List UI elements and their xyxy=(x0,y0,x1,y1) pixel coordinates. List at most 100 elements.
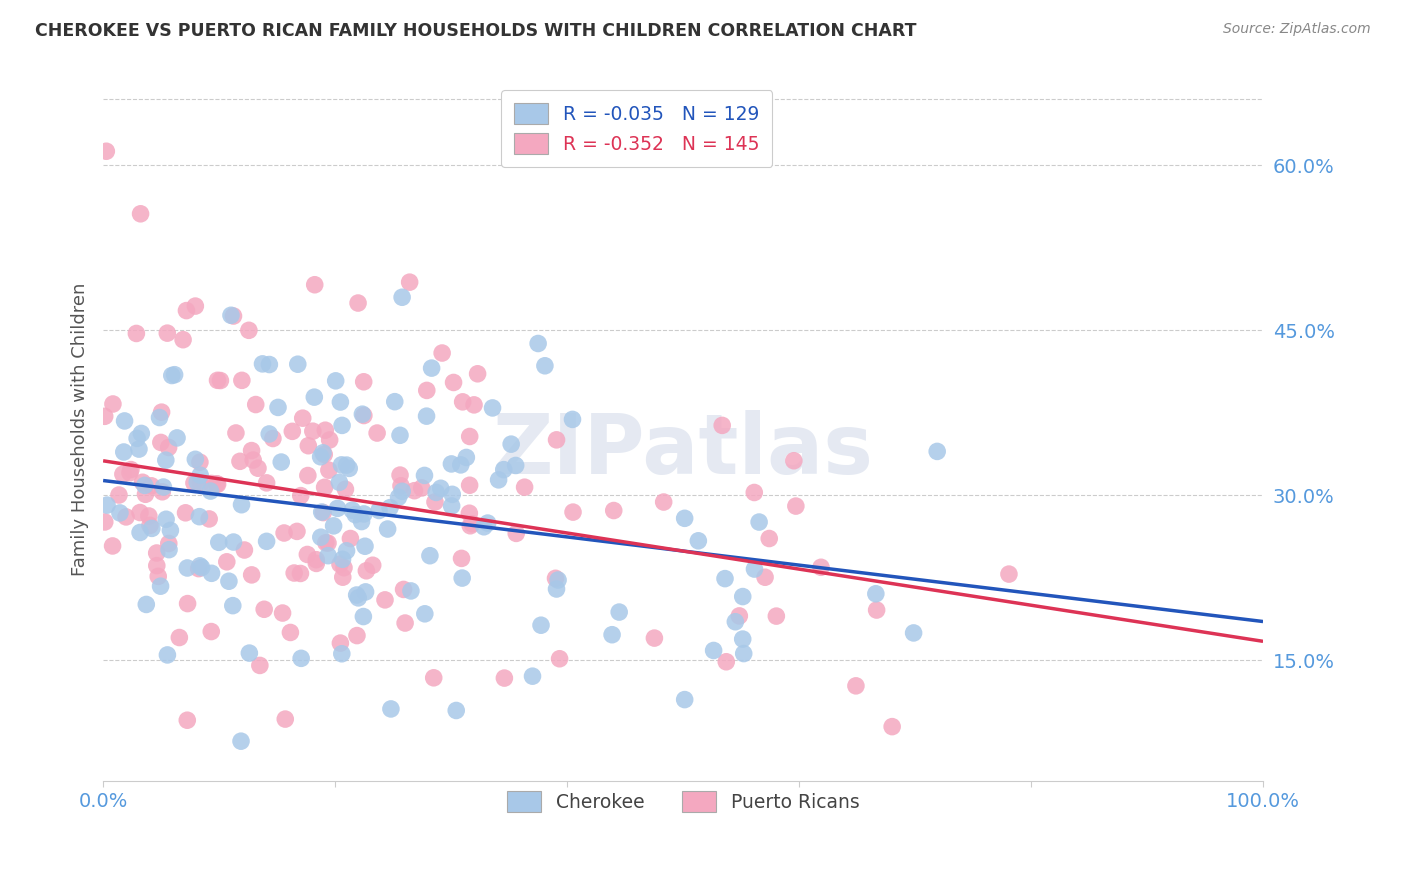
Point xyxy=(271,606,294,620)
Point xyxy=(335,544,357,558)
Point xyxy=(152,480,174,494)
Point xyxy=(262,432,284,446)
Point xyxy=(312,506,335,520)
Point xyxy=(346,588,368,602)
Point xyxy=(141,479,163,493)
Point xyxy=(190,476,212,491)
Point xyxy=(346,629,368,643)
Point xyxy=(274,712,297,726)
Point xyxy=(209,374,232,388)
Point xyxy=(200,476,222,491)
Point xyxy=(440,499,463,513)
Point xyxy=(527,336,550,351)
Point xyxy=(205,476,228,491)
Point xyxy=(256,534,278,549)
Point xyxy=(305,552,328,566)
Point xyxy=(176,303,198,318)
Point xyxy=(229,454,252,468)
Point xyxy=(200,624,222,639)
Point xyxy=(333,560,356,574)
Point xyxy=(384,394,406,409)
Point xyxy=(420,361,443,376)
Point xyxy=(332,570,354,584)
Point xyxy=(157,542,180,557)
Point xyxy=(108,506,131,520)
Point xyxy=(329,636,352,650)
Point xyxy=(314,447,336,461)
Point xyxy=(131,475,153,490)
Point xyxy=(673,692,696,706)
Point xyxy=(218,574,240,589)
Point xyxy=(330,647,353,661)
Point xyxy=(742,485,765,500)
Point xyxy=(429,481,451,495)
Point xyxy=(391,290,413,304)
Point xyxy=(380,702,402,716)
Point xyxy=(703,643,725,657)
Point xyxy=(155,453,177,467)
Point xyxy=(444,704,467,718)
Point xyxy=(603,503,626,517)
Point xyxy=(101,397,124,411)
Point xyxy=(155,512,177,526)
Point xyxy=(112,445,135,459)
Point xyxy=(172,333,194,347)
Point xyxy=(190,560,212,574)
Point xyxy=(337,461,360,475)
Point xyxy=(219,308,242,322)
Point xyxy=(326,501,349,516)
Point xyxy=(451,395,474,409)
Point xyxy=(311,505,333,519)
Point xyxy=(430,346,453,360)
Point xyxy=(347,296,370,310)
Point xyxy=(389,479,412,493)
Point xyxy=(522,669,544,683)
Point xyxy=(238,323,260,337)
Point xyxy=(330,418,353,433)
Point xyxy=(865,603,887,617)
Point xyxy=(129,506,152,520)
Point xyxy=(312,446,335,460)
Point xyxy=(198,512,221,526)
Point xyxy=(392,582,415,597)
Point xyxy=(724,615,747,629)
Point xyxy=(187,561,209,575)
Point xyxy=(322,519,344,533)
Point xyxy=(600,628,623,642)
Point xyxy=(374,593,396,607)
Point xyxy=(450,551,472,566)
Point xyxy=(128,442,150,456)
Point xyxy=(301,424,323,438)
Point xyxy=(315,535,337,549)
Point xyxy=(378,500,401,515)
Point xyxy=(229,734,252,748)
Point xyxy=(354,539,377,553)
Point xyxy=(389,468,412,483)
Point xyxy=(450,458,472,472)
Point xyxy=(534,359,557,373)
Point xyxy=(231,373,253,387)
Point xyxy=(353,375,375,389)
Point xyxy=(415,409,437,424)
Point xyxy=(176,597,198,611)
Point xyxy=(744,562,766,576)
Point xyxy=(607,605,630,619)
Point xyxy=(125,326,148,341)
Point xyxy=(309,530,332,544)
Point xyxy=(129,525,152,540)
Point xyxy=(150,484,173,499)
Point xyxy=(141,521,163,535)
Point xyxy=(231,498,253,512)
Point xyxy=(222,309,245,323)
Point xyxy=(257,427,280,442)
Point xyxy=(548,652,571,666)
Point xyxy=(354,585,377,599)
Point xyxy=(463,398,485,412)
Point xyxy=(115,509,138,524)
Point xyxy=(340,503,363,517)
Point xyxy=(733,647,755,661)
Point xyxy=(240,567,263,582)
Point xyxy=(149,435,172,450)
Point xyxy=(419,549,441,563)
Point xyxy=(200,566,222,581)
